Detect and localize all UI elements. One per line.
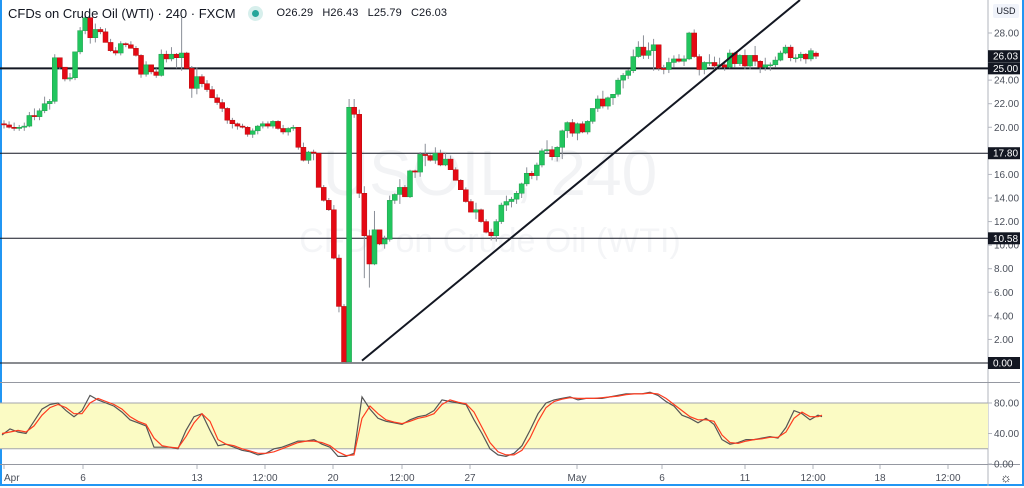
time-tick: 12:00 (252, 473, 277, 484)
svg-text:26.03: 26.03 (993, 52, 1018, 63)
oscillator-tick: 0.00 (994, 460, 1014, 471)
oscillator-tick: 40.00 (994, 429, 1019, 440)
trendline[interactable] (361, 0, 801, 362)
price-tag: 25.00 (988, 62, 1020, 75)
currency-label[interactable]: USD (993, 4, 1019, 18)
time-tick: Apr (4, 473, 20, 484)
settings-gear-icon[interactable]: ☼ (1000, 470, 1012, 485)
symbol-title[interactable]: CFDs on Crude Oil (WTI) · 240 · FXCM (8, 5, 236, 21)
time-tick: 6 (659, 473, 665, 484)
price-tick: 16.00 (994, 170, 1019, 181)
price-tag: 0.00 (988, 357, 1020, 370)
price-tag: 10.58 (988, 232, 1020, 245)
svg-text:17.80: 17.80 (993, 149, 1018, 160)
high-value: H26.43 (322, 7, 359, 19)
open-value: O26.29 (276, 7, 314, 19)
price-tick: 6.00 (994, 288, 1014, 299)
oscillator-tick: 80.00 (994, 399, 1019, 410)
oscillator-band (0, 403, 988, 449)
time-tick: 13 (191, 473, 203, 484)
stoch-d-line (1, 392, 823, 457)
time-tick: 12:00 (935, 473, 960, 484)
candles (1, 14, 819, 363)
time-tick: 12:00 (389, 473, 414, 484)
time-tick: 27 (464, 473, 476, 484)
time-tick: 11 (740, 473, 751, 484)
price-tick: 8.00 (994, 264, 1014, 275)
price-tick: 24.00 (994, 76, 1019, 87)
ohlc-values: O26.29 H26.43 L25.79 C26.03 (277, 7, 454, 19)
price-tick: 2.00 (994, 335, 1014, 346)
svg-text:25.00: 25.00 (993, 64, 1018, 75)
svg-text:10.58: 10.58 (993, 234, 1018, 245)
chart-legend: CFDs on Crude Oil (WTI) · 240 · FXCM O26… (8, 4, 453, 22)
svg-text:USOIL, 240: USOIL, 240 (323, 137, 657, 209)
price-tick: 14.00 (994, 193, 1019, 204)
stoch-k-line (1, 391, 823, 458)
price-tag: 26.03 (988, 50, 1020, 63)
low-value: L25.79 (367, 7, 402, 19)
price-tick: 22.00 (994, 99, 1019, 110)
price-tick: 12.00 (994, 217, 1019, 228)
time-tick: 20 (327, 473, 339, 484)
time-tick: 18 (874, 473, 886, 484)
time-tick: May (568, 473, 587, 484)
time-tick: 6 (80, 473, 86, 484)
close-value: C26.03 (411, 7, 448, 19)
svg-text:0.00: 0.00 (993, 359, 1013, 370)
price-tick: 4.00 (994, 311, 1014, 322)
time-tick: 12:00 (800, 473, 825, 484)
price-tick: 10.00 (994, 241, 1019, 252)
price-tag: 17.80 (988, 147, 1020, 160)
market-status-dot-icon (251, 9, 259, 17)
price-tick: 28.00 (994, 28, 1019, 39)
price-tick: 20.00 (994, 123, 1019, 134)
